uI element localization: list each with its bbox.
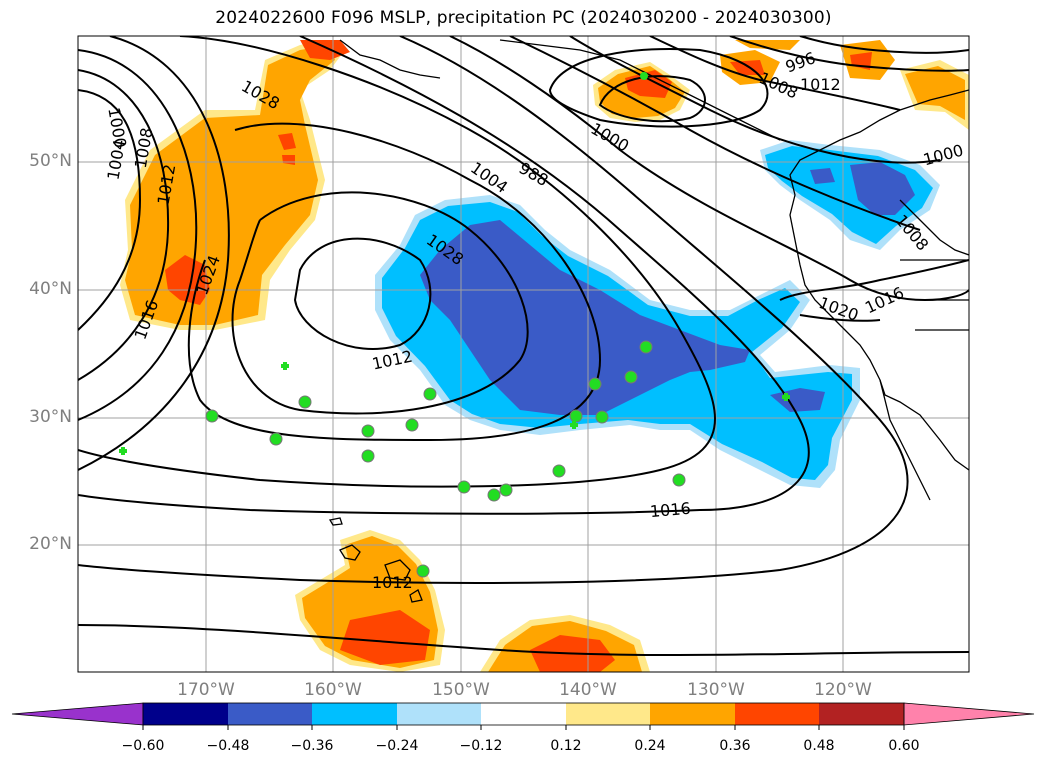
observation-dot xyxy=(639,340,653,354)
lat-label: 40°N xyxy=(29,279,72,299)
observation-dot xyxy=(595,410,609,424)
observation-dot xyxy=(487,488,501,502)
colorbar-tick-label: 0.24 xyxy=(634,738,666,754)
colorbar-tick-label: −0.60 xyxy=(121,738,165,754)
observation-dot xyxy=(457,480,471,494)
lon-label: 150°W xyxy=(432,680,490,700)
colorbar-tick-label: −0.48 xyxy=(206,738,250,754)
observation-cross xyxy=(570,421,578,429)
lon-label: 170°W xyxy=(177,680,235,700)
observation-dot xyxy=(672,473,686,487)
observation-dot xyxy=(405,418,419,432)
observation-dot xyxy=(205,409,219,423)
colorbar-tick-label: 0.60 xyxy=(888,738,920,754)
colorbar-tick-label: −0.24 xyxy=(375,738,419,754)
lon-label: 140°W xyxy=(559,680,617,700)
colorbar-tick-label: 0.36 xyxy=(719,738,751,754)
observation-dot xyxy=(569,409,583,423)
colorbar-tick-label: 0.12 xyxy=(550,738,582,754)
colorbar-tick-label: 0.48 xyxy=(803,738,835,754)
colorbar-tick-label: −0.36 xyxy=(290,738,334,754)
mslp-contours xyxy=(78,36,969,657)
observation-dot xyxy=(640,72,648,80)
figure-title: 2024022600 F096 MSLP, precipitation PC (… xyxy=(215,8,832,28)
colorbar-tick-label: −0.12 xyxy=(459,738,503,754)
observation-dot xyxy=(416,564,430,578)
lat-label: 50°N xyxy=(29,151,72,171)
lon-label: 120°W xyxy=(814,680,872,700)
observation-dot xyxy=(298,395,312,409)
observation-dot xyxy=(361,449,375,463)
observation-dot xyxy=(361,424,375,438)
lon-label: 130°W xyxy=(687,680,745,700)
observation-dot xyxy=(269,432,283,446)
coastline xyxy=(328,39,969,603)
contour-label: 1012 xyxy=(372,573,413,592)
lat-label: 20°N xyxy=(29,534,72,554)
lat-label: 30°N xyxy=(29,407,72,427)
observation-dot xyxy=(588,377,602,391)
contour-label: 1016 xyxy=(649,499,691,521)
observation-dot xyxy=(423,387,437,401)
observation-cross xyxy=(782,393,790,401)
observation-cross xyxy=(281,362,289,370)
observation-markers xyxy=(114,72,790,578)
observation-dot xyxy=(552,464,566,478)
observation-dot xyxy=(499,483,513,497)
colorbar xyxy=(11,702,1035,730)
observation-dot xyxy=(624,370,638,384)
contour-label: 1012 xyxy=(800,75,841,94)
map-frame xyxy=(77,35,970,673)
lon-label: 160°W xyxy=(304,680,362,700)
